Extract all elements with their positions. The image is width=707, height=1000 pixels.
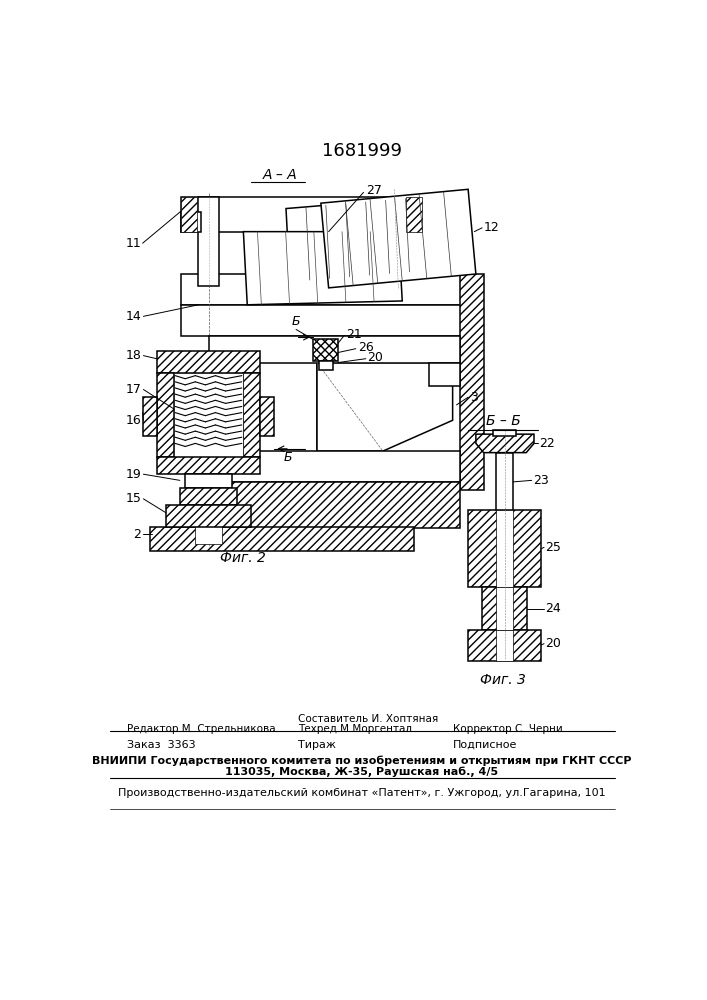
Text: 16: 16 bbox=[125, 414, 141, 427]
Polygon shape bbox=[199, 197, 218, 286]
Polygon shape bbox=[209, 336, 460, 363]
Text: Производственно-издательский комбинат «Патент», г. Ужгород, ул.Гагарина, 101: Производственно-издательский комбинат «П… bbox=[118, 788, 606, 798]
Text: 27: 27 bbox=[366, 184, 382, 197]
Text: 20: 20 bbox=[368, 351, 383, 364]
Text: 19: 19 bbox=[125, 468, 141, 481]
Polygon shape bbox=[156, 351, 260, 373]
Polygon shape bbox=[182, 197, 421, 232]
Text: 14: 14 bbox=[125, 310, 141, 323]
Text: 25: 25 bbox=[546, 541, 561, 554]
Polygon shape bbox=[429, 363, 460, 386]
Polygon shape bbox=[209, 482, 460, 528]
Polygon shape bbox=[182, 305, 468, 336]
Text: 18: 18 bbox=[125, 349, 141, 362]
Text: Корректор С. Черни: Корректор С. Черни bbox=[452, 724, 562, 734]
Polygon shape bbox=[482, 587, 527, 630]
Text: Заказ  3363: Заказ 3363 bbox=[127, 740, 196, 750]
Polygon shape bbox=[182, 197, 197, 232]
Text: 22: 22 bbox=[539, 437, 555, 450]
Text: A – A: A – A bbox=[263, 168, 298, 182]
Text: 23: 23 bbox=[533, 474, 549, 487]
Polygon shape bbox=[143, 397, 156, 436]
Text: 11: 11 bbox=[125, 237, 141, 250]
Text: Составитель И. Хоптяная: Составитель И. Хоптяная bbox=[298, 714, 438, 724]
Text: 3: 3 bbox=[469, 391, 477, 404]
Polygon shape bbox=[496, 453, 513, 510]
Text: 113035, Москва, Ж-35, Раушская наб., 4/5: 113035, Москва, Ж-35, Раушская наб., 4/5 bbox=[226, 767, 498, 777]
Polygon shape bbox=[317, 363, 452, 451]
Polygon shape bbox=[156, 457, 260, 474]
Polygon shape bbox=[185, 474, 232, 488]
Polygon shape bbox=[156, 373, 174, 457]
Polygon shape bbox=[286, 197, 429, 282]
Polygon shape bbox=[174, 373, 243, 457]
Polygon shape bbox=[243, 232, 402, 305]
Text: 21: 21 bbox=[346, 328, 362, 341]
Text: Фиг. 2: Фиг. 2 bbox=[221, 551, 267, 565]
Text: 2: 2 bbox=[133, 528, 141, 541]
Text: 15: 15 bbox=[125, 492, 141, 505]
Polygon shape bbox=[468, 510, 541, 587]
Polygon shape bbox=[496, 587, 513, 630]
Text: Б: Б bbox=[284, 451, 293, 464]
Text: 17: 17 bbox=[125, 383, 141, 396]
Polygon shape bbox=[468, 630, 541, 661]
Polygon shape bbox=[319, 361, 332, 370]
Polygon shape bbox=[493, 430, 516, 436]
Text: Техред М.Моргентал: Техред М.Моргентал bbox=[298, 724, 411, 734]
Text: ВНИИПИ Государственного комитета по изобретениям и открытиям при ГКНТ СССР: ВНИИПИ Государственного комитета по изоб… bbox=[92, 755, 631, 766]
Polygon shape bbox=[209, 451, 460, 482]
Text: 20: 20 bbox=[546, 637, 561, 650]
Polygon shape bbox=[476, 434, 534, 453]
Text: Фиг. 3: Фиг. 3 bbox=[480, 673, 526, 687]
Text: 1681999: 1681999 bbox=[322, 142, 402, 160]
Polygon shape bbox=[151, 527, 414, 551]
Text: Редактор М. Стрельникова: Редактор М. Стрельникова bbox=[127, 724, 276, 734]
Polygon shape bbox=[182, 274, 468, 305]
Polygon shape bbox=[313, 339, 338, 361]
Polygon shape bbox=[260, 397, 274, 436]
Text: 26: 26 bbox=[358, 341, 374, 354]
Polygon shape bbox=[496, 630, 513, 661]
Polygon shape bbox=[180, 488, 237, 505]
Text: 12: 12 bbox=[484, 221, 499, 234]
Text: Тираж: Тираж bbox=[298, 740, 336, 750]
Text: Подписное: Подписное bbox=[452, 740, 517, 750]
Polygon shape bbox=[321, 189, 476, 288]
Polygon shape bbox=[406, 197, 421, 232]
Polygon shape bbox=[182, 212, 201, 232]
Polygon shape bbox=[317, 363, 452, 451]
Polygon shape bbox=[243, 373, 260, 457]
Text: 24: 24 bbox=[546, 602, 561, 615]
Text: Б: Б bbox=[292, 315, 300, 328]
Polygon shape bbox=[195, 351, 222, 544]
Polygon shape bbox=[166, 505, 251, 527]
Polygon shape bbox=[460, 274, 484, 490]
Text: Б – Б: Б – Б bbox=[486, 414, 520, 428]
Polygon shape bbox=[496, 510, 513, 587]
